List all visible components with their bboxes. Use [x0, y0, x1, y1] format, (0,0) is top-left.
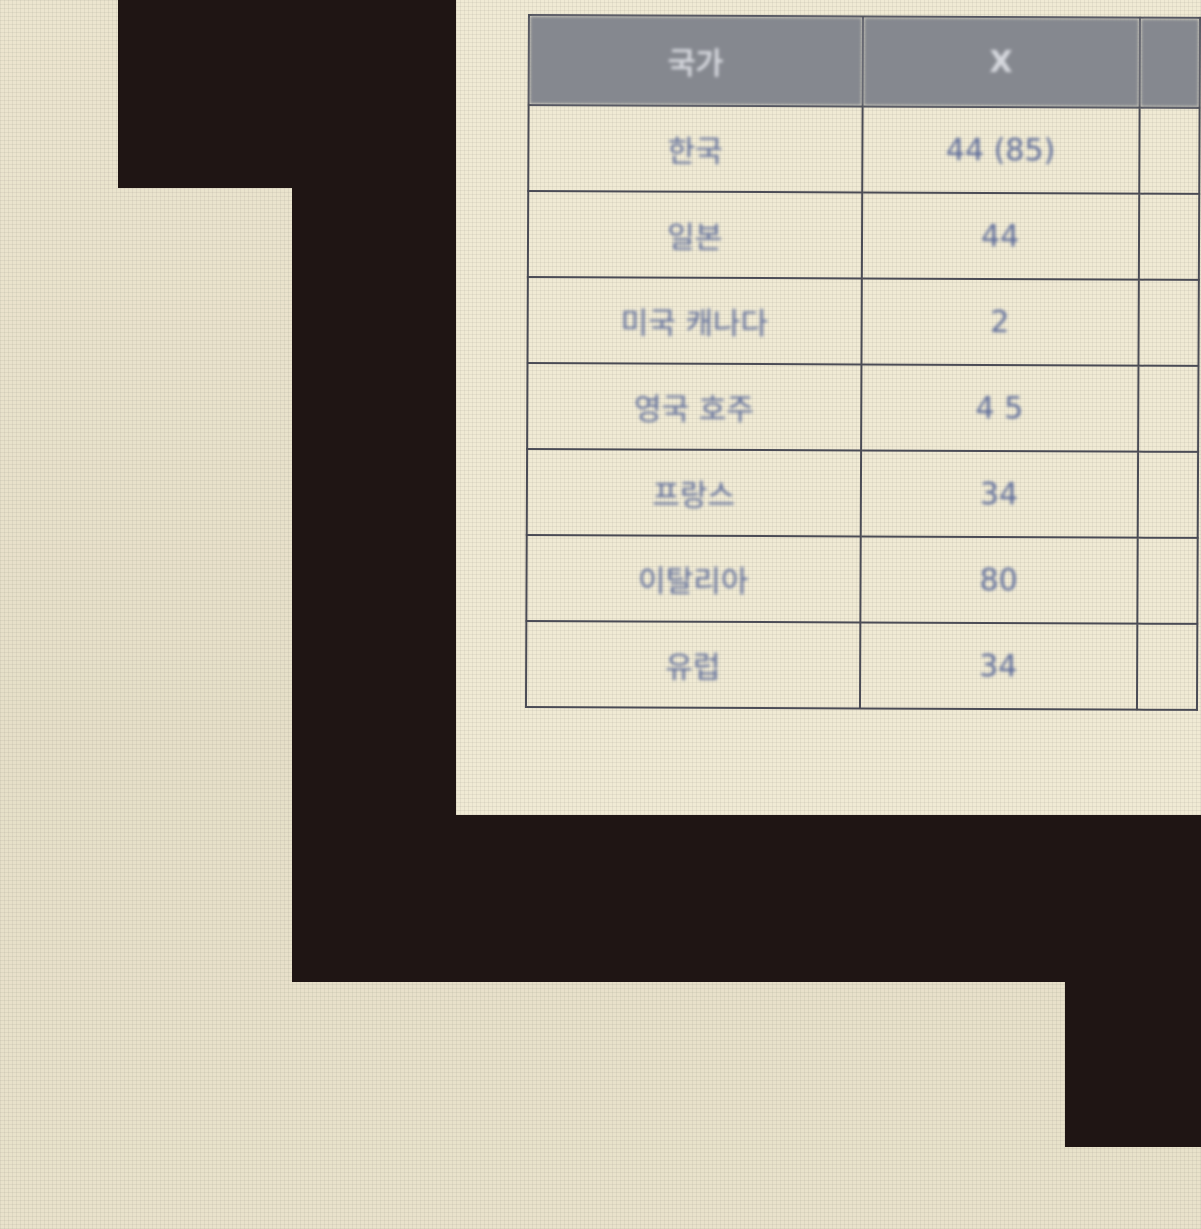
- cell-country: 미국 캐나다: [527, 277, 862, 365]
- table-row: 이탈리아 80: [526, 534, 1198, 624]
- header-country: 국가: [528, 15, 863, 107]
- cell-country: 이탈리아: [526, 534, 861, 623]
- cell-value: 44: [861, 192, 1140, 280]
- cell-extra: [1138, 279, 1199, 366]
- table-row: 유럽 34: [525, 620, 1198, 710]
- cell-value: 44 (85): [861, 106, 1140, 194]
- header-value: X: [862, 16, 1140, 108]
- cell-country: 프랑스: [526, 449, 861, 537]
- cell-extra: [1139, 107, 1200, 194]
- content-panel: [456, 0, 1201, 815]
- country-data-table: 국가 X 한국 44 (85) 일본 44 미국 캐나다 2 영국 호주 4 5…: [525, 14, 1201, 711]
- cell-country: 영국 호주: [527, 363, 861, 451]
- cell-value: 34: [859, 622, 1138, 710]
- table-row: 영국 호주 4 5: [527, 363, 1199, 452]
- table-row: 한국 44 (85): [528, 105, 1200, 194]
- cell-extra: [1137, 537, 1198, 624]
- table-row: 일본 44: [527, 191, 1200, 280]
- cell-extra: [1137, 365, 1199, 452]
- cell-extra: [1136, 623, 1198, 710]
- cell-country: 일본: [527, 191, 862, 279]
- dark-frame-corner: [1065, 815, 1201, 1147]
- cell-extra: [1137, 451, 1199, 538]
- cell-value: 2: [860, 278, 1139, 366]
- table-row: 프랑스 34: [526, 449, 1199, 538]
- cell-country: 유럽: [525, 620, 860, 709]
- cell-country: 한국: [528, 105, 863, 193]
- cell-extra: [1138, 193, 1200, 280]
- header-extra: [1139, 17, 1200, 108]
- cell-value: 34: [860, 450, 1138, 538]
- cell-value: 80: [859, 536, 1138, 624]
- table-header-row: 국가 X: [528, 15, 1200, 108]
- table-row: 미국 캐나다 2: [527, 277, 1199, 366]
- dark-frame-bottom: [292, 815, 1201, 982]
- cell-value: 4 5: [860, 364, 1139, 452]
